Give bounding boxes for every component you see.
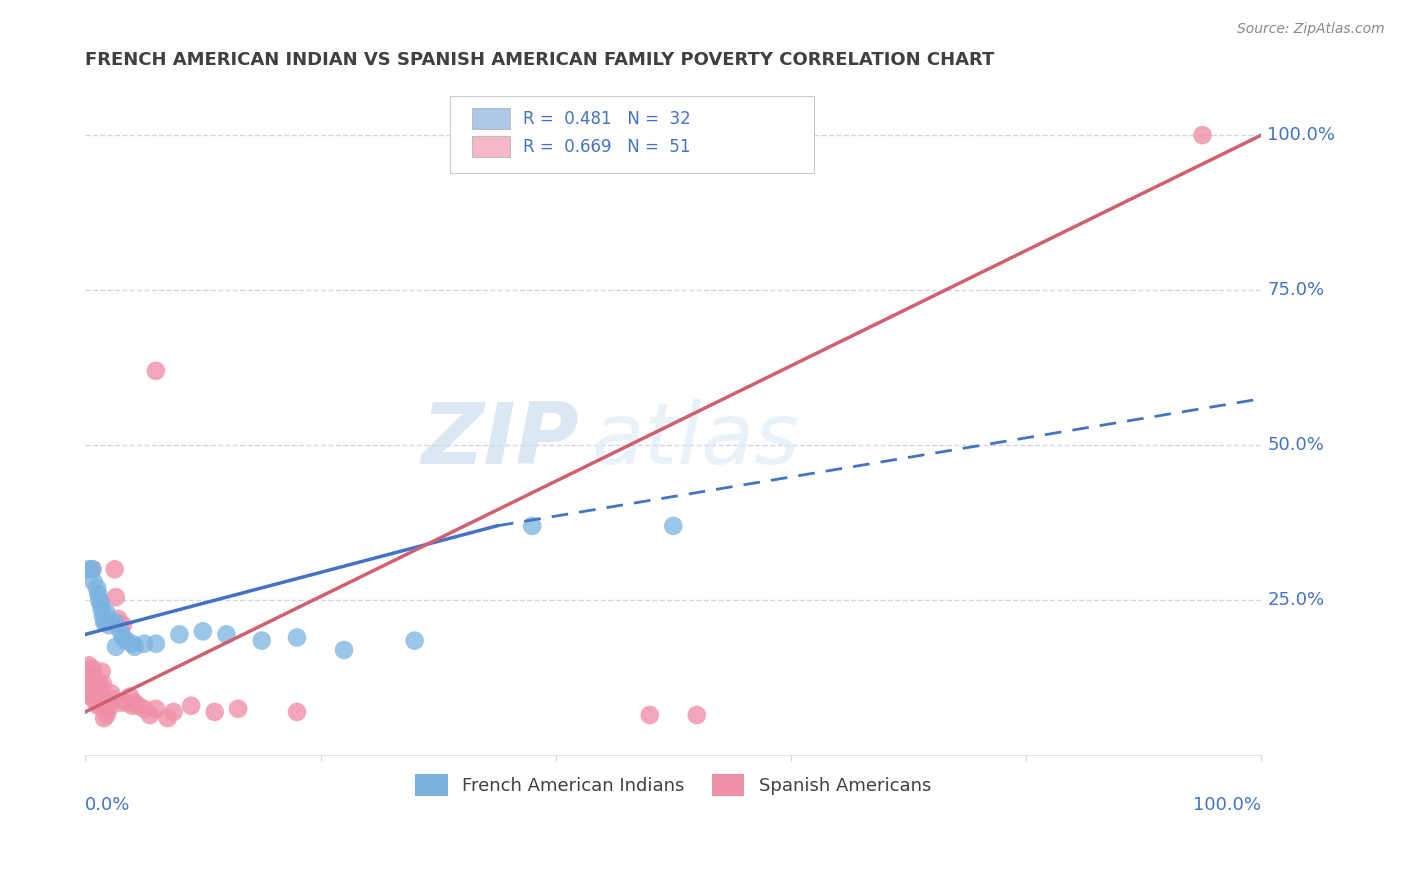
Point bbox=[104, 590, 127, 604]
Point bbox=[118, 690, 141, 704]
Point bbox=[285, 705, 308, 719]
Point bbox=[82, 661, 104, 675]
Point bbox=[90, 596, 112, 610]
Point bbox=[91, 692, 114, 706]
Point bbox=[80, 667, 103, 681]
Point bbox=[104, 615, 127, 629]
Point bbox=[145, 364, 167, 378]
Text: 50.0%: 50.0% bbox=[1267, 436, 1324, 454]
Point bbox=[90, 665, 112, 679]
Point bbox=[127, 698, 149, 713]
FancyBboxPatch shape bbox=[472, 136, 510, 157]
Point bbox=[107, 612, 129, 626]
Point bbox=[89, 692, 111, 706]
Point bbox=[145, 637, 167, 651]
Point bbox=[100, 615, 122, 629]
Point bbox=[139, 708, 162, 723]
Point bbox=[132, 637, 155, 651]
Point bbox=[91, 677, 114, 691]
Point bbox=[82, 562, 104, 576]
Point bbox=[84, 696, 107, 710]
Point bbox=[115, 633, 138, 648]
Point bbox=[86, 677, 108, 691]
Point bbox=[96, 708, 118, 723]
Point bbox=[169, 627, 191, 641]
Point bbox=[226, 702, 249, 716]
Text: R =  0.481   N =  32: R = 0.481 N = 32 bbox=[523, 110, 690, 128]
Text: 100.0%: 100.0% bbox=[1267, 126, 1336, 145]
Point bbox=[686, 708, 709, 723]
Text: 0.0%: 0.0% bbox=[86, 796, 131, 814]
Point bbox=[162, 705, 184, 719]
Point bbox=[90, 690, 112, 704]
Point bbox=[180, 698, 202, 713]
Point bbox=[285, 631, 308, 645]
Point bbox=[111, 618, 134, 632]
Point bbox=[87, 698, 110, 713]
Point bbox=[638, 708, 661, 723]
Point bbox=[82, 562, 104, 576]
Point bbox=[156, 711, 179, 725]
Point bbox=[77, 658, 100, 673]
Text: ZIP: ZIP bbox=[422, 399, 579, 482]
Point bbox=[404, 633, 426, 648]
Point bbox=[110, 624, 132, 639]
FancyBboxPatch shape bbox=[450, 95, 814, 172]
Point bbox=[83, 671, 105, 685]
Text: atlas: atlas bbox=[591, 399, 799, 482]
Point bbox=[93, 711, 115, 725]
Point bbox=[94, 615, 117, 629]
Point bbox=[97, 618, 120, 632]
Point bbox=[83, 574, 105, 589]
Point bbox=[1191, 128, 1213, 142]
Point bbox=[333, 643, 356, 657]
Point bbox=[121, 637, 143, 651]
Point bbox=[124, 640, 146, 654]
Point bbox=[104, 562, 127, 576]
Text: 100.0%: 100.0% bbox=[1194, 796, 1261, 814]
Point bbox=[110, 696, 132, 710]
Point bbox=[87, 587, 110, 601]
Point bbox=[97, 702, 120, 716]
Point bbox=[104, 640, 127, 654]
Point bbox=[250, 633, 273, 648]
Legend: French American Indians, Spanish Americans: French American Indians, Spanish America… bbox=[408, 767, 938, 804]
Point bbox=[97, 696, 120, 710]
Point bbox=[93, 615, 115, 629]
Point bbox=[77, 680, 100, 694]
Point bbox=[124, 696, 146, 710]
Point bbox=[191, 624, 214, 639]
Point bbox=[121, 698, 143, 713]
Point bbox=[132, 702, 155, 716]
Text: R =  0.669   N =  51: R = 0.669 N = 51 bbox=[523, 138, 690, 156]
Point bbox=[145, 702, 167, 716]
Text: 75.0%: 75.0% bbox=[1267, 281, 1324, 299]
Point bbox=[86, 690, 108, 704]
Point bbox=[79, 673, 101, 688]
Point bbox=[91, 608, 114, 623]
Point bbox=[79, 690, 101, 704]
Point bbox=[215, 627, 238, 641]
Text: FRENCH AMERICAN INDIAN VS SPANISH AMERICAN FAMILY POVERTY CORRELATION CHART: FRENCH AMERICAN INDIAN VS SPANISH AMERIC… bbox=[86, 51, 994, 69]
Point bbox=[77, 562, 100, 576]
Point bbox=[204, 705, 226, 719]
Point bbox=[115, 696, 138, 710]
Point bbox=[90, 698, 112, 713]
Point bbox=[100, 686, 122, 700]
Text: Source: ZipAtlas.com: Source: ZipAtlas.com bbox=[1237, 22, 1385, 37]
Point bbox=[89, 593, 111, 607]
Point bbox=[111, 631, 134, 645]
Point bbox=[522, 519, 544, 533]
FancyBboxPatch shape bbox=[472, 108, 510, 129]
Point bbox=[96, 606, 118, 620]
Text: 25.0%: 25.0% bbox=[1267, 591, 1324, 609]
Point bbox=[94, 702, 117, 716]
Point bbox=[76, 686, 98, 700]
Point bbox=[89, 677, 111, 691]
Point bbox=[103, 692, 125, 706]
Point bbox=[90, 602, 112, 616]
Point bbox=[83, 690, 105, 704]
Point bbox=[86, 581, 108, 595]
Point bbox=[662, 519, 685, 533]
